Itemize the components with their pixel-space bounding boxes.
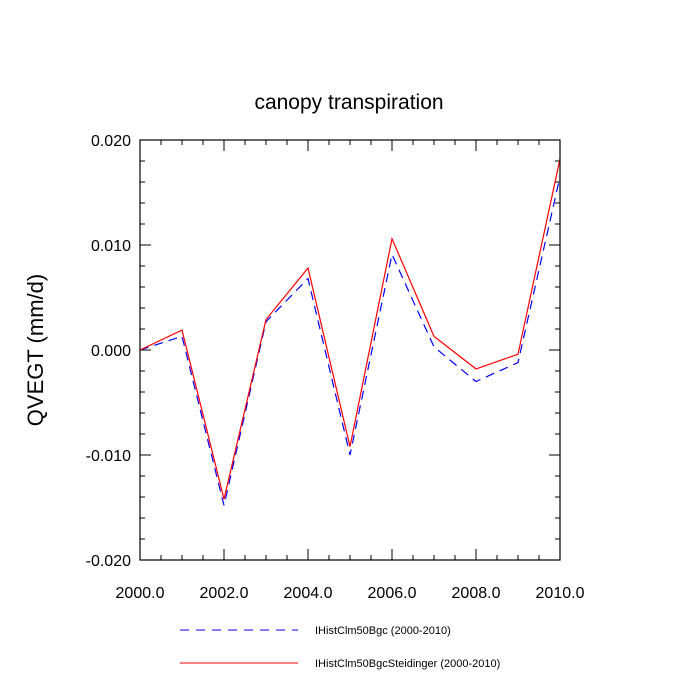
data-point xyxy=(517,354,518,355)
plot-frame xyxy=(139,139,561,561)
data-point xyxy=(391,254,392,255)
data-point xyxy=(223,499,224,500)
x-tick-label: 2002.0 xyxy=(200,585,249,602)
x-tick-label: 2010.0 xyxy=(536,585,585,602)
data-point xyxy=(265,319,266,320)
data-point xyxy=(475,381,476,382)
legend: IHistClm50Bgc (2000-2010) IHistClm50BgcSt… xyxy=(180,625,500,670)
data-point xyxy=(391,238,392,239)
data-point xyxy=(349,454,350,455)
y-axis-label: QVEGT (mm/d) xyxy=(23,274,48,426)
chart-title: canopy transpiration xyxy=(254,91,443,114)
data-point xyxy=(307,278,308,279)
y-tick-label: 0.010 xyxy=(91,238,131,255)
data-point xyxy=(349,446,350,447)
series-line-1 xyxy=(139,176,561,506)
data-point xyxy=(475,368,476,369)
legend-label-2: IHistClm50BgcSteidinger (2000-2010) xyxy=(315,658,500,670)
x-tick-label: 2000.0 xyxy=(116,585,165,602)
data-point xyxy=(181,329,182,330)
x-tick-label: 2004.0 xyxy=(284,585,333,602)
series-line-2 xyxy=(139,158,561,500)
legend-label-1: IHistClm50Bgc (2000-2010) xyxy=(315,625,451,637)
plot-series xyxy=(139,158,561,506)
y-tick-label: -0.010 xyxy=(86,448,131,465)
y-tick-label: 0.020 xyxy=(91,133,131,150)
x-tick-label: 2008.0 xyxy=(452,585,501,602)
axis-ticks: 2000.0 2002.0 2004.0 2006.0 2008.0 2010.0 0.02… xyxy=(86,133,585,602)
x-tick-label: 2006.0 xyxy=(368,585,417,602)
data-point xyxy=(181,336,182,337)
y-tick-label: 0.000 xyxy=(91,343,131,360)
data-point xyxy=(433,346,434,347)
data-point xyxy=(517,362,518,363)
data-point xyxy=(433,336,434,337)
data-point xyxy=(223,505,224,506)
data-point xyxy=(307,268,308,269)
y-tick-label: -0.020 xyxy=(86,553,131,570)
